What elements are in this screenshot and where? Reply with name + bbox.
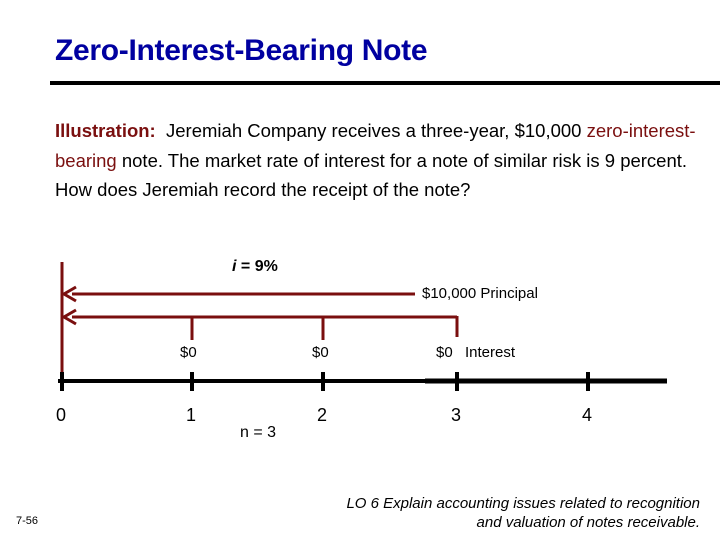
principal-arrow-head	[61, 285, 77, 303]
interest-amount-2: $0	[312, 344, 329, 361]
period-label-4: 4	[582, 405, 593, 425]
learning-objective-line-1: LO 6 Explain accounting issues related t…	[346, 495, 700, 512]
interest-label: Interest	[465, 344, 516, 361]
interest-amount-1: $0	[180, 344, 197, 361]
period-label-3: 3	[451, 405, 462, 425]
interest-arrow-head	[61, 308, 77, 326]
slide-title: Zero-Interest-Bearing Note	[55, 34, 428, 67]
interest-amount-3: $0	[436, 344, 453, 361]
illustration-emphasis: zero-interest-bearing	[55, 120, 696, 171]
learning-objective: LO 6 Explain accounting issues related t…	[346, 494, 700, 532]
rate-symbol: i	[232, 258, 237, 275]
rate-value: = 9%	[240, 258, 278, 275]
learning-objective-line-2: and valuation of notes receivable.	[476, 514, 700, 531]
title-underline	[50, 81, 720, 85]
period-label-1: 1	[186, 405, 197, 425]
interest-rate-label: i = 9%	[232, 258, 278, 276]
illustration-label: Illustration:	[55, 120, 156, 141]
n-periods-label: n = 3	[240, 424, 277, 441]
period-label-0: 0	[56, 405, 67, 425]
principal-label: $10,000 Principal	[422, 285, 538, 302]
illustration-text-1: Jeremiah Company receives a three-year, …	[166, 120, 582, 141]
period-label-2: 2	[317, 405, 328, 425]
slide-number: 7-56	[16, 515, 39, 527]
illustration-text-2: note. The market rate of interest for a …	[55, 149, 688, 201]
illustration-text: Illustration: Jeremiah Company receives …	[55, 116, 715, 205]
